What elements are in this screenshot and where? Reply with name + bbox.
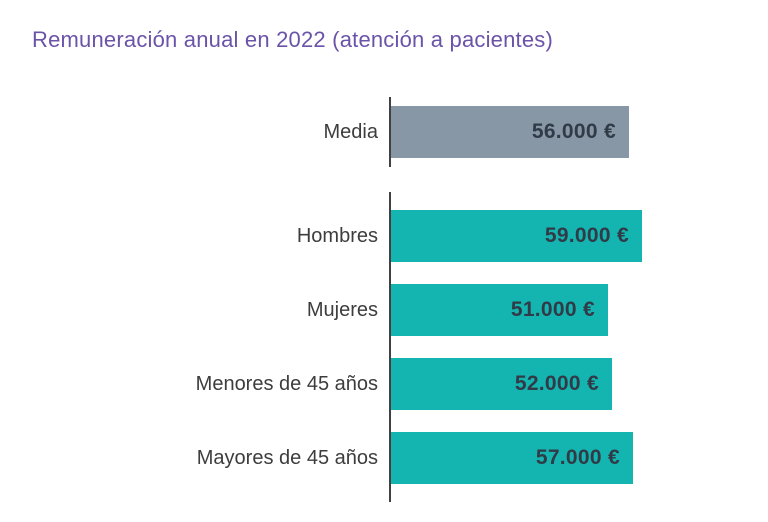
groups-section: Hombres 59.000 € Mujeres 51.000 € Menores de… [0, 210, 642, 484]
category-label: Menores de 45 años [195, 372, 378, 395]
value-label: 56.000 € [531, 120, 616, 143]
category-label: Media [323, 120, 378, 143]
category-label: Hombres [296, 224, 378, 247]
bar-row: Mayores de 45 años 57.000 € [0, 432, 642, 484]
bar-media: 56.000 € [391, 106, 629, 158]
bar-groups: 57.000 € [391, 432, 633, 484]
axis-line-media [389, 97, 391, 167]
media-section: Media 56.000 € [0, 106, 629, 158]
bar-row: Hombres 59.000 € [0, 210, 642, 262]
chart-title: Remuneración anual en 2022 (atención a p… [32, 27, 554, 52]
bar-groups: 52.000 € [391, 358, 612, 410]
value-label: 51.000 € [510, 298, 595, 321]
bar-row: Media 56.000 € [0, 106, 629, 158]
bar-groups: 59.000 € [391, 210, 642, 262]
bar-groups: 51.000 € [391, 284, 608, 336]
value-label: 57.000 € [535, 446, 620, 469]
bar-row: Menores de 45 años 52.000 € [0, 358, 642, 410]
value-label: 59.000 € [544, 224, 629, 247]
axis-line-groups [389, 192, 391, 502]
value-label: 52.000 € [514, 372, 599, 395]
bar-row: Mujeres 51.000 € [0, 284, 642, 336]
category-label: Mujeres [306, 298, 378, 321]
category-label: Mayores de 45 años [196, 446, 378, 469]
